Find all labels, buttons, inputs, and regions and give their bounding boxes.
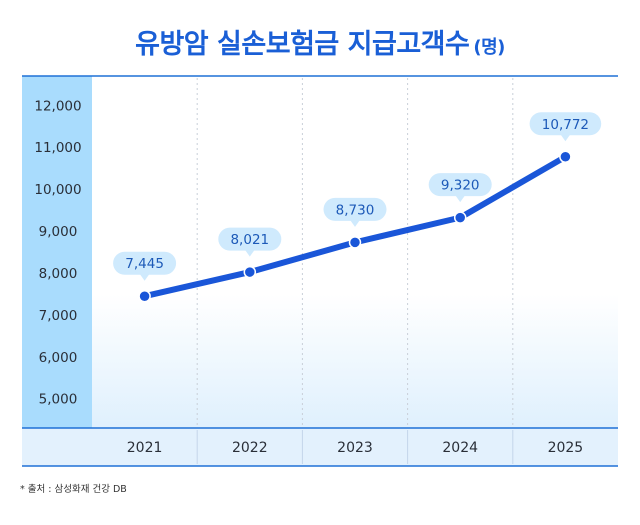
data-label-bubble: 8,730 bbox=[323, 197, 387, 227]
bubble-pointer bbox=[350, 219, 360, 227]
bubble-pointer bbox=[455, 195, 466, 203]
data-point bbox=[243, 265, 257, 279]
data-label-bubble: 8,021 bbox=[218, 227, 282, 257]
y-tick-label: 12,000 bbox=[34, 98, 81, 114]
source-note: * 출처 : 삼성화재 건강 DB bbox=[20, 484, 127, 495]
x-tick-label: 2024 bbox=[442, 440, 478, 456]
data-point bbox=[559, 150, 572, 164]
y-tick-label: 5,000 bbox=[39, 392, 78, 408]
bubble-body bbox=[529, 112, 602, 136]
bubble-body bbox=[113, 251, 177, 275]
x-tick-label: 2022 bbox=[232, 440, 268, 456]
data-label-bubble: 7,445 bbox=[113, 251, 177, 281]
y-tick-label: 6,000 bbox=[39, 350, 78, 366]
bubble-body bbox=[323, 197, 387, 221]
bubble-body bbox=[428, 173, 492, 197]
data-label: 10,772 bbox=[542, 117, 589, 133]
x-axis-panel bbox=[22, 428, 618, 466]
data-label-bubble: 10,772 bbox=[529, 112, 602, 142]
data-label: 9,320 bbox=[441, 178, 480, 194]
y-tick-label: 10,000 bbox=[34, 182, 81, 198]
chart-title-text: 유방암 실손보험금 지급고객수 bbox=[135, 29, 470, 60]
bubble-pointer bbox=[244, 249, 255, 257]
y-axis-panel bbox=[22, 76, 92, 428]
x-tick-label: 2025 bbox=[548, 440, 584, 456]
y-tick-label: 7,000 bbox=[39, 308, 78, 324]
data-point bbox=[348, 236, 362, 249]
plot-area bbox=[92, 76, 618, 428]
y-tick-label: 11,000 bbox=[34, 140, 81, 156]
x-tick-label: 2023 bbox=[337, 440, 373, 456]
y-tick-label: 8,000 bbox=[39, 266, 78, 282]
y-tick-label: 9,000 bbox=[39, 224, 78, 240]
x-tick-label: 2021 bbox=[127, 440, 163, 456]
data-label: 7,445 bbox=[125, 256, 164, 272]
data-point bbox=[138, 289, 151, 303]
data-label-bubble: 9,320 bbox=[428, 173, 492, 203]
data-label: 8,730 bbox=[336, 202, 375, 218]
chart-title: 유방암 실손보험금 지급고객수 (명) bbox=[0, 22, 640, 61]
chart-unit: (명) bbox=[473, 37, 505, 58]
data-point bbox=[453, 211, 467, 224]
data-label: 8,021 bbox=[230, 232, 269, 248]
bubble-pointer bbox=[560, 134, 571, 142]
bubble-pointer bbox=[139, 273, 150, 281]
bubble-body bbox=[218, 227, 282, 251]
